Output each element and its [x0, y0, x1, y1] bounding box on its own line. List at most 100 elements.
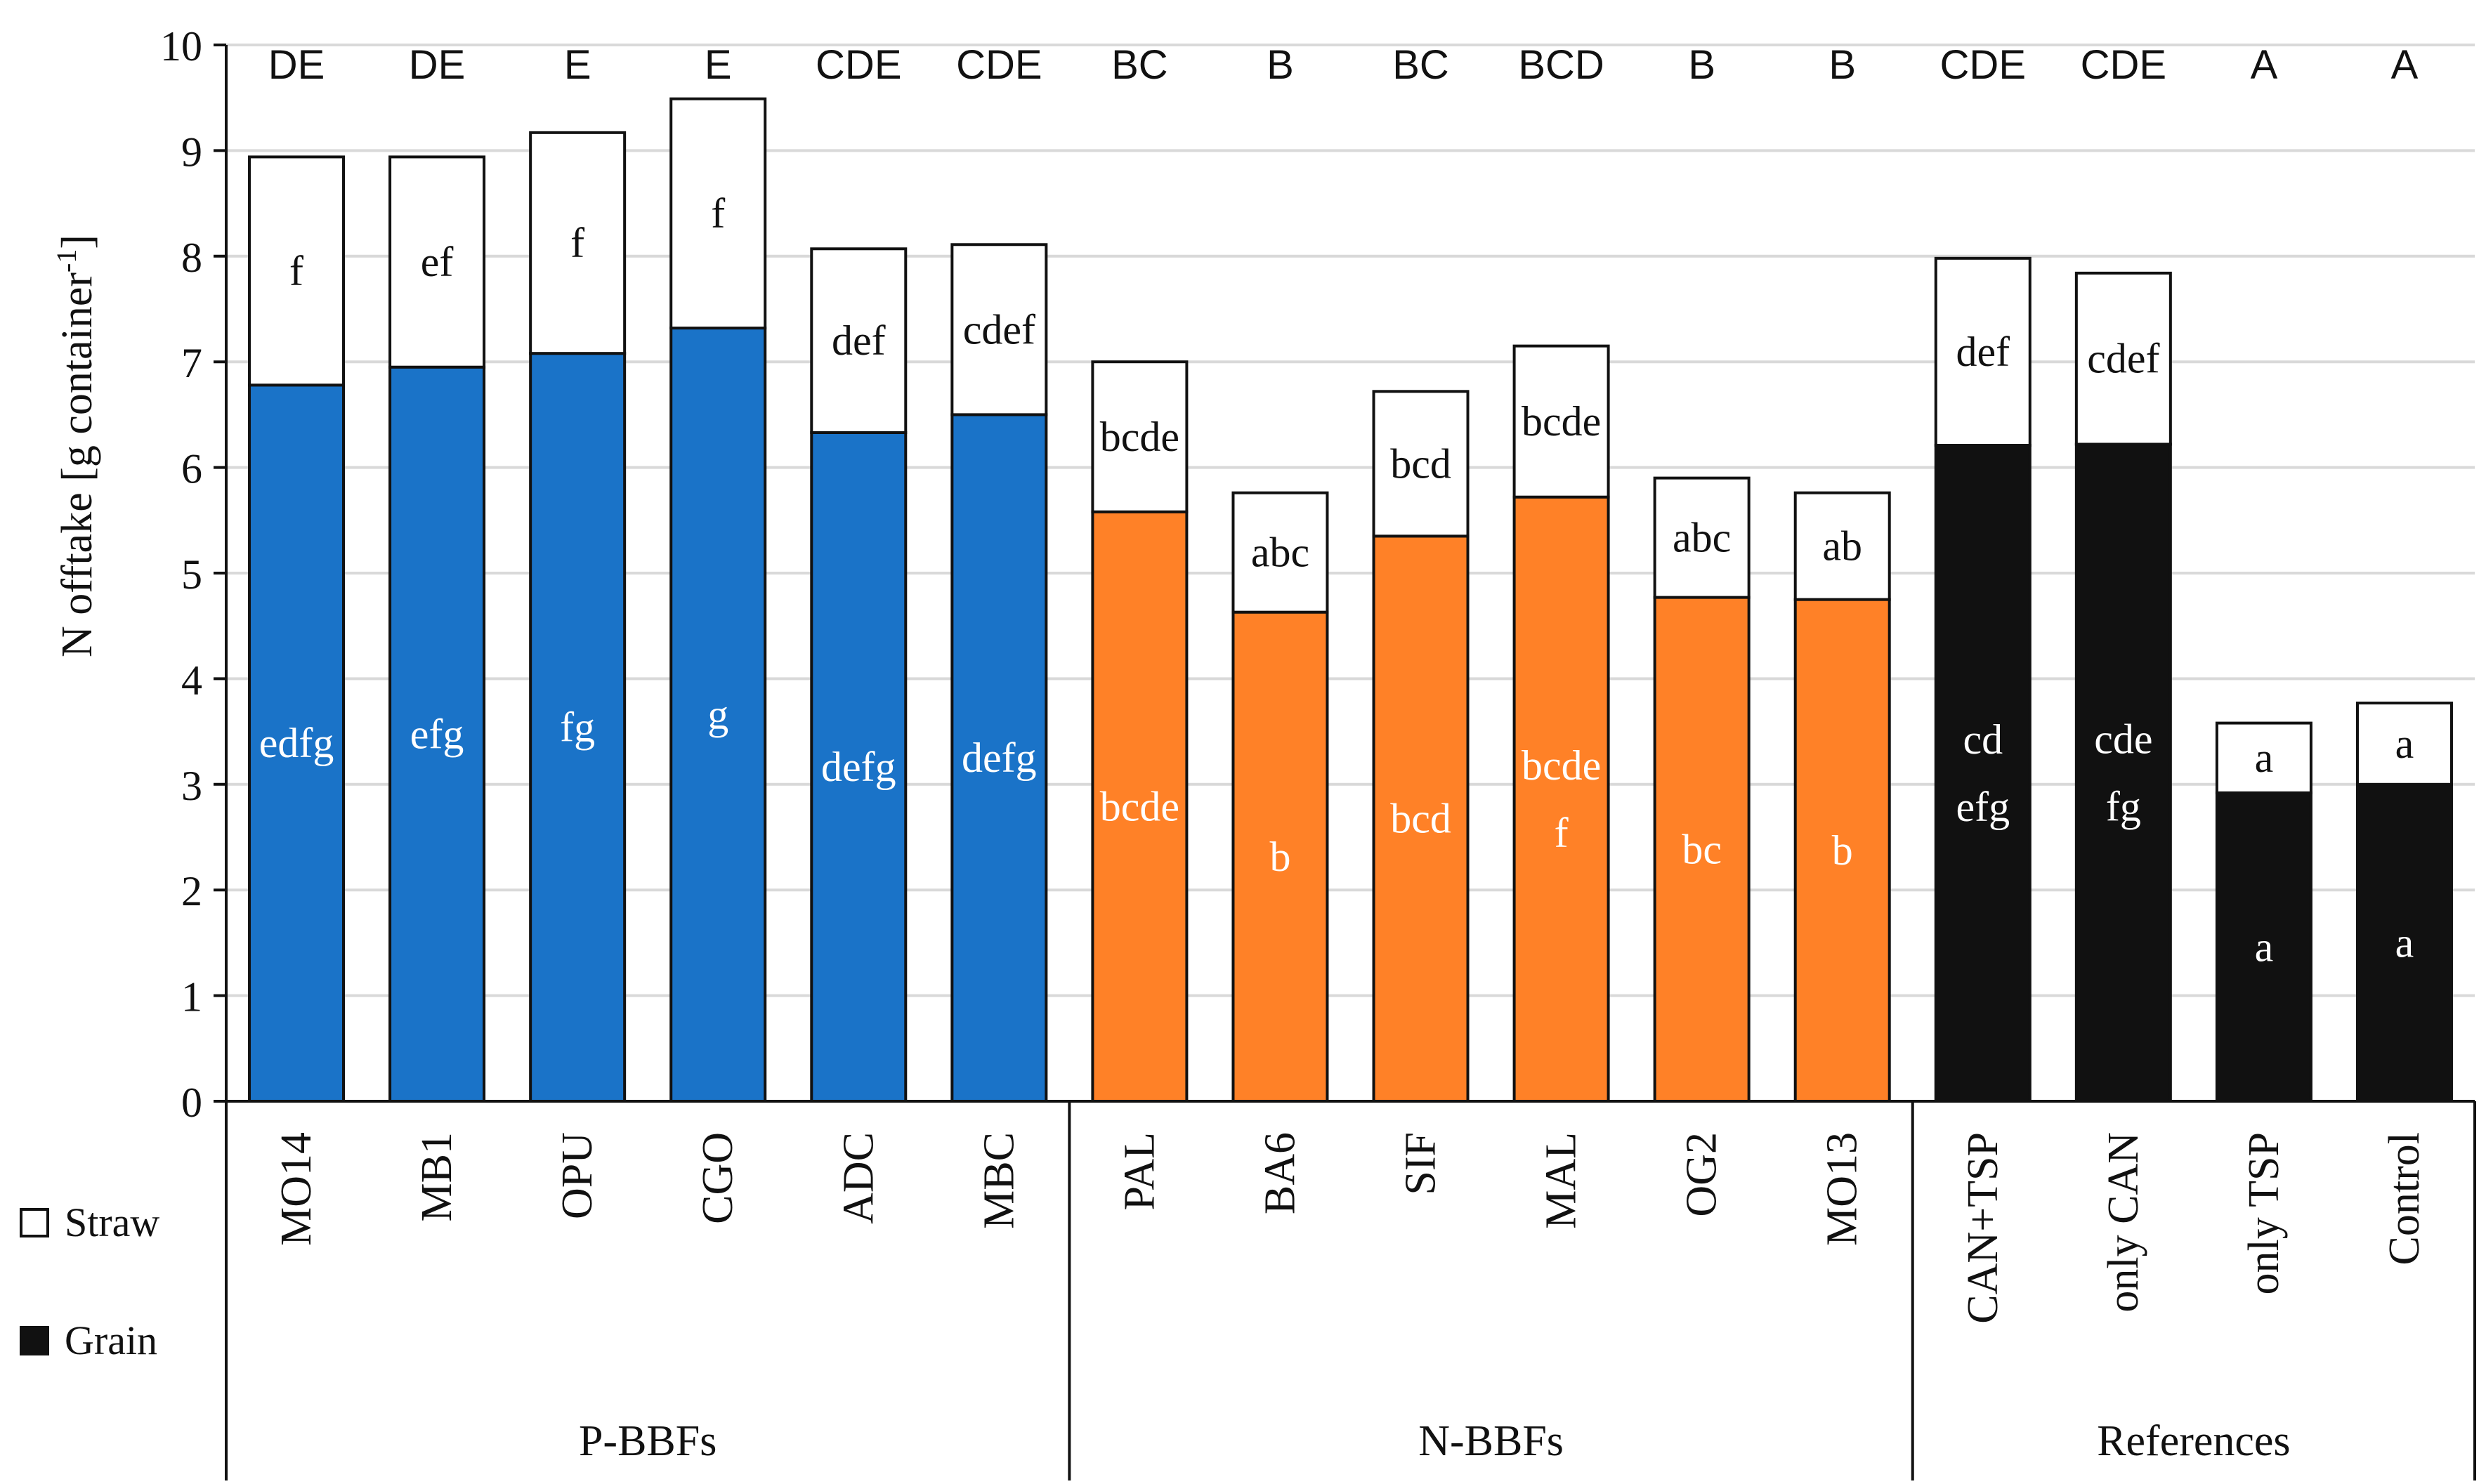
- bar-straw: [388, 155, 486, 369]
- straw-letter: f: [570, 220, 584, 266]
- bar-straw: [669, 97, 767, 330]
- category-label: ADC: [835, 1132, 882, 1224]
- y-tick-label: 9: [181, 129, 202, 175]
- bar-grain: [2074, 442, 2172, 1103]
- grain-letter: bcde: [1522, 742, 1601, 789]
- y-tick-label: 2: [181, 868, 202, 914]
- bar-straw: [1231, 491, 1329, 614]
- bar-straw: [1653, 476, 1751, 599]
- total-letter: A: [2391, 42, 2419, 88]
- y-axis: 0 1 2 3 4 5 6 7 8 9 10: [160, 23, 228, 1126]
- straw-letter: f: [289, 248, 303, 294]
- category-label: MAL: [1538, 1132, 1585, 1229]
- bar-grain: [2355, 782, 2453, 1103]
- total-letter: CDE: [956, 42, 1042, 88]
- straw-letter: cdef: [2087, 336, 2159, 382]
- bar-straw: [2355, 701, 2453, 786]
- category-label: OG2: [1678, 1132, 1726, 1217]
- total-letter: CDE: [2081, 42, 2166, 88]
- category-label: PAL: [1116, 1132, 1163, 1210]
- bar-straw: [1512, 344, 1610, 499]
- straw-letter: bcde: [1522, 398, 1601, 445]
- legend-label-straw: Straw: [65, 1200, 159, 1245]
- category-label: only CAN: [2100, 1132, 2147, 1313]
- straw-letter: bcd: [1390, 440, 1451, 487]
- grain-letter: cde: [2094, 716, 2152, 762]
- bar-grain: [1512, 495, 1610, 1103]
- bar-labels: DEfedfgDEefefgEffgEfgCDEdefdefgCDEcdefde…: [259, 42, 2419, 970]
- straw-letter: def: [832, 317, 886, 364]
- grain-letter: bcd: [1390, 796, 1451, 842]
- legend: Straw Grain: [20, 1200, 159, 1363]
- total-letter: BC: [1111, 42, 1168, 88]
- y-tick-label: 6: [181, 446, 202, 492]
- bars: [248, 97, 2453, 1103]
- category-label: CGO: [694, 1132, 742, 1224]
- straw-letter: abc: [1251, 530, 1309, 576]
- y-tick-label: 8: [181, 235, 202, 281]
- grain-letter: efg: [1956, 784, 2010, 830]
- bar-straw: [1793, 491, 1891, 601]
- grain-letter: efg: [410, 711, 464, 757]
- y-tick-label: 5: [181, 551, 202, 598]
- category-label: MBC: [975, 1132, 1023, 1229]
- bar-grain: [1653, 596, 1751, 1103]
- category-label: MO14: [273, 1132, 320, 1246]
- grain-letter: bcde: [1100, 783, 1179, 829]
- total-letter: B: [1688, 42, 1715, 88]
- total-letter: BC: [1392, 42, 1449, 88]
- bar-grain: [1091, 510, 1189, 1103]
- straw-letter: ab: [1822, 523, 1862, 570]
- y-tick-label: 10: [160, 23, 202, 70]
- bar-straw: [1372, 390, 1470, 538]
- grain-letter: fg: [560, 704, 595, 751]
- grain-letter: g: [707, 692, 728, 738]
- total-letter: BCD: [1518, 42, 1604, 88]
- total-letter: DE: [409, 42, 466, 88]
- x-axis: MO14 MB1 OPU CGO ADC MBC PAL BA6 SIF MAL OG2 MO13 CA…: [225, 1100, 2476, 1480]
- straw-letter: cdef: [963, 306, 1035, 353]
- bar-straw: [1934, 256, 2032, 447]
- bar-grain: [1934, 444, 2032, 1103]
- total-letter: E: [564, 42, 591, 88]
- category-label: CAN+TSP: [1959, 1132, 2007, 1324]
- bar-straw: [2074, 271, 2172, 446]
- grain-letter: a: [2255, 924, 2274, 970]
- straw-letter: def: [1956, 329, 2010, 375]
- grain-letter: f: [1555, 810, 1569, 856]
- grain-letter: b: [1269, 834, 1290, 880]
- y-tick-label: 3: [181, 763, 202, 809]
- y-tick-label: 1: [181, 974, 202, 1020]
- grain-letter: bc: [1682, 826, 1722, 872]
- y-axis-label: N offtake [g container-1]: [51, 235, 101, 657]
- category-label: OPU: [554, 1132, 601, 1219]
- straw-letter: f: [711, 190, 725, 237]
- straw-letter: bcde: [1100, 414, 1179, 460]
- grain-letter: b: [1832, 827, 1853, 874]
- y-tick-label: 0: [181, 1079, 202, 1126]
- total-letter: E: [705, 42, 732, 88]
- y-tick-label: 7: [181, 340, 202, 386]
- category-label: SIF: [1397, 1132, 1445, 1195]
- total-letter: B: [1828, 42, 1856, 88]
- bar-straw: [248, 155, 346, 387]
- bar-grain: [529, 352, 627, 1103]
- bar-straw: [1091, 360, 1189, 513]
- bar-grain: [1793, 598, 1891, 1103]
- bar-straw: [810, 247, 908, 434]
- straw-letter: ef: [421, 239, 454, 285]
- category-label: Control: [2381, 1132, 2428, 1265]
- y-tick-label: 4: [181, 657, 202, 703]
- grain-letter: a: [2395, 919, 2414, 966]
- total-letter: A: [2251, 42, 2278, 88]
- grain-letter: defg: [962, 735, 1037, 781]
- legend-swatch-grain: [20, 1326, 49, 1355]
- straw-letter: abc: [1673, 515, 1731, 561]
- total-letter: CDE: [1940, 42, 2026, 88]
- bar-grain: [810, 431, 908, 1103]
- y-axis-label-end: ]: [53, 235, 101, 249]
- bar-grain: [1231, 610, 1329, 1103]
- bar-grain: [669, 327, 767, 1103]
- bar-straw: [2215, 721, 2312, 794]
